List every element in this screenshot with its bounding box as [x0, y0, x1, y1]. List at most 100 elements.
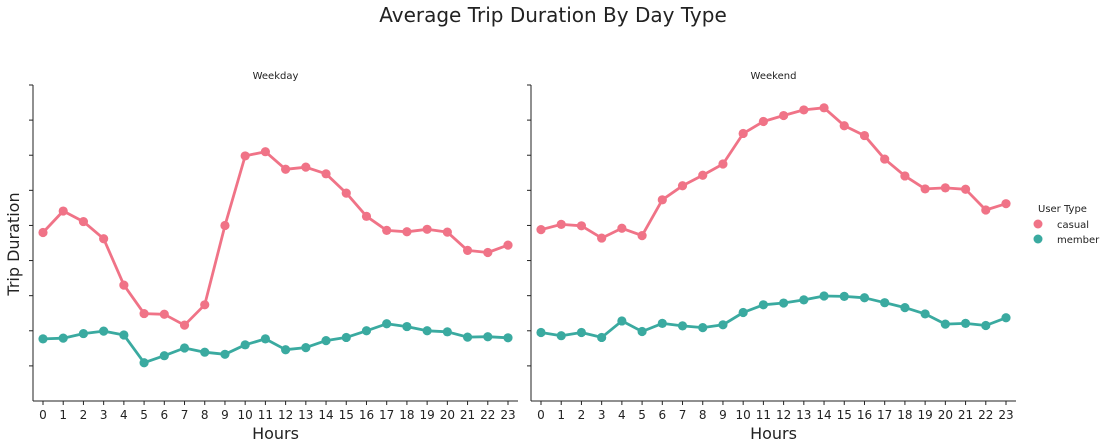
data-point-member [576, 327, 587, 338]
data-point-member [698, 323, 708, 333]
x-tick-label: 3 [598, 408, 606, 422]
data-point-casual [880, 154, 890, 164]
x-tick-label: 19 [419, 408, 434, 422]
data-point-casual [718, 159, 728, 169]
x-tick-label: 12 [776, 408, 791, 422]
data-point-member [819, 291, 829, 301]
data-point-casual [139, 308, 149, 319]
x-tick-label: 14 [318, 408, 333, 422]
data-point-member [536, 327, 546, 338]
data-point-member [220, 349, 230, 359]
chart-title: Average Trip Duration By Day Type [379, 3, 727, 27]
data-point-casual [556, 219, 566, 229]
x-tick-label: 10 [238, 408, 253, 422]
x-tick-label: 15 [837, 408, 852, 422]
data-point-member [260, 334, 270, 344]
x-tick-label: 13 [298, 408, 313, 422]
legend-title: User Type [1038, 204, 1087, 215]
data-point-member [718, 320, 728, 330]
data-point-casual [402, 227, 412, 237]
legend-marker-casual [1033, 219, 1043, 229]
x-tick-label: 21 [460, 408, 475, 422]
data-point-member [738, 307, 748, 318]
x-tick-label: 15 [339, 408, 354, 422]
x-tick-label: 22 [480, 408, 495, 422]
data-point-casual [301, 162, 311, 172]
data-point-casual [78, 216, 89, 227]
data-point-casual [597, 233, 607, 243]
x-tick-label: 0 [39, 408, 47, 422]
data-point-casual [657, 195, 667, 205]
data-point-member [341, 332, 351, 343]
data-point-casual [341, 188, 351, 198]
x-tick-label: 8 [699, 408, 707, 422]
x-tick-label: 17 [877, 408, 892, 422]
x-tick-label: 21 [958, 408, 973, 422]
series-line-member [540, 294, 1007, 339]
data-point-casual [920, 184, 930, 194]
data-point-casual [483, 247, 493, 258]
data-point-member [960, 318, 971, 329]
data-point-member [139, 358, 149, 368]
x-tick-label: 22 [978, 408, 993, 422]
data-point-casual [260, 147, 270, 157]
data-point-casual [536, 225, 546, 235]
y-axis-label: Trip Duration [4, 192, 23, 296]
data-point-member [779, 298, 789, 308]
x-tick-label: 7 [679, 408, 687, 422]
x-tick-label: 23 [500, 408, 515, 422]
x-tick-label: 16 [857, 408, 872, 422]
data-point-member [382, 319, 392, 329]
data-point-casual [779, 110, 789, 121]
data-point-casual [677, 181, 688, 191]
data-point-member [839, 291, 849, 301]
data-point-casual [940, 183, 950, 193]
data-point-member [940, 319, 950, 329]
data-point-member [240, 340, 250, 350]
x-tick-label: 2 [80, 408, 88, 422]
data-point-casual [200, 300, 210, 310]
data-point-casual [281, 164, 291, 174]
x-tick-label: 11 [756, 408, 771, 422]
data-point-member [58, 333, 68, 343]
data-point-casual [758, 116, 768, 127]
legend-label-member: member [1057, 235, 1100, 246]
data-point-member [677, 321, 688, 331]
data-point-casual [179, 320, 190, 330]
data-point-member [880, 298, 890, 308]
data-point-member [159, 351, 169, 361]
data-point-member [281, 345, 291, 355]
data-point-casual [99, 234, 109, 244]
x-tick-label: 23 [998, 408, 1013, 422]
x-tick-label: 6 [658, 408, 666, 422]
data-point-casual [576, 221, 587, 231]
data-point-member [402, 321, 412, 332]
data-point-casual [900, 171, 910, 181]
data-point-casual [799, 105, 809, 115]
data-point-casual [859, 130, 870, 141]
x-tick-label: 9 [719, 408, 727, 422]
data-point-member [617, 316, 627, 326]
data-point-casual [462, 245, 473, 255]
x-tick-label: 4 [618, 408, 626, 422]
data-point-casual [321, 169, 331, 179]
data-point-casual [503, 240, 513, 250]
x-tick-label: 1 [59, 408, 67, 422]
x-tick-label: 11 [258, 408, 273, 422]
series-line-casual [41, 150, 509, 327]
data-point-casual [819, 103, 829, 113]
data-point-member [361, 326, 372, 336]
x-tick-label: 7 [181, 408, 189, 422]
legend-label-casual: casual [1057, 220, 1089, 231]
legend-marker-member [1033, 234, 1043, 244]
x-tick-label: 14 [816, 408, 831, 422]
x-tick-label: 5 [140, 408, 148, 422]
data-point-casual [58, 206, 68, 216]
data-point-casual [738, 128, 748, 139]
data-point-casual [159, 309, 169, 319]
data-point-member [758, 300, 768, 310]
data-point-member [78, 328, 89, 339]
data-point-casual [38, 227, 48, 238]
data-point-member [321, 336, 331, 346]
data-point-casual [442, 227, 452, 237]
